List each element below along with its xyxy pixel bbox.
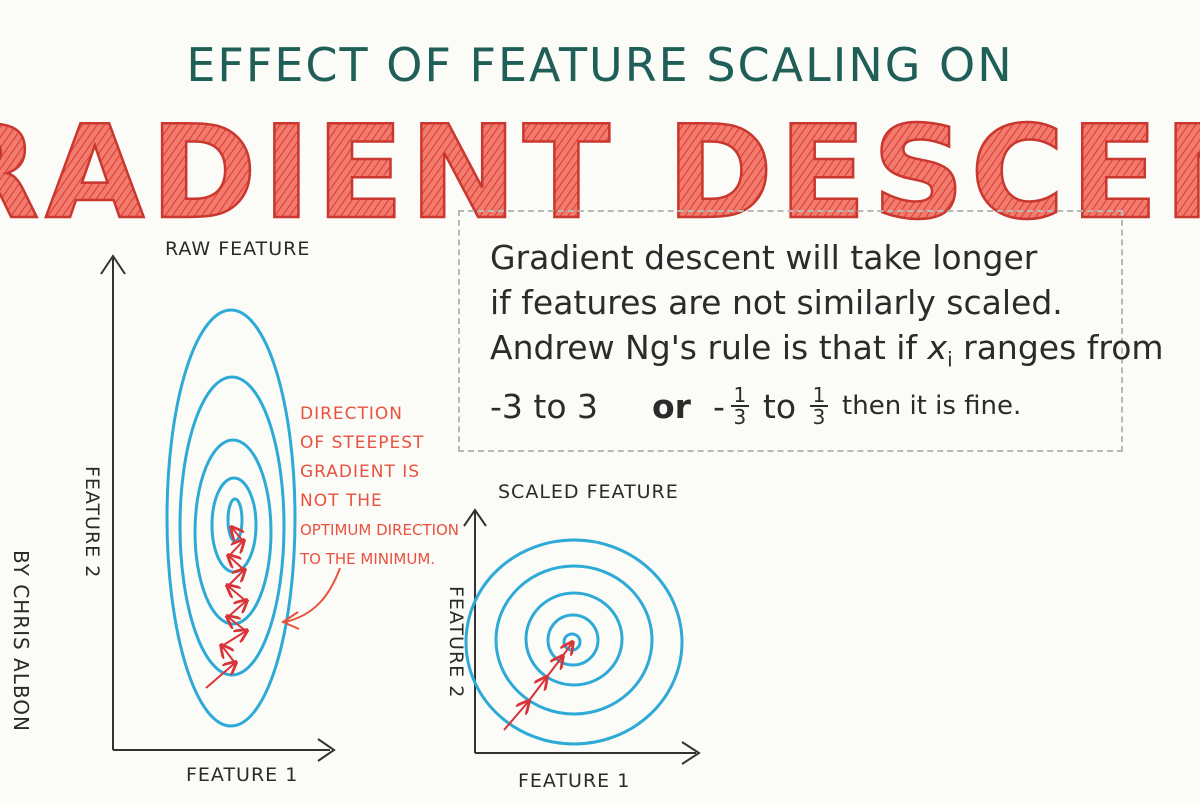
scaled-x-arrowhead: [681, 741, 701, 765]
scaled-y-arrowhead: [463, 508, 487, 527]
raw-contour-3: [193, 438, 273, 626]
note-line-3-b: ranges from: [963, 328, 1164, 367]
raw-annotation-line-4: NOT THE: [300, 491, 383, 511]
scaled-contour-2: [494, 564, 654, 716]
top-title: EFFECT OF FEATURE SCALING ON: [186, 38, 1014, 92]
note-frac-2-num: 1: [812, 383, 826, 407]
main-title-text: GRADIENT DESCENT: [0, 99, 1200, 235]
note-range: -3 to 3: [490, 386, 599, 426]
note-minus: -: [712, 386, 725, 426]
note-frac-2: 1 3: [810, 383, 829, 429]
raw-feature-plot: RAW FEATURE FEATURE 1 FEATURE 2: [81, 238, 341, 786]
raw-contours: [165, 308, 297, 728]
note-end: then it is fine.: [842, 391, 1022, 421]
note-line-1: Gradient descent will take longer: [490, 238, 1038, 277]
note-frac-1-den: 3: [733, 405, 747, 429]
note-frac-1-num: 1: [733, 383, 747, 407]
credit: BY CHRIS ALBON: [9, 550, 33, 732]
scaled-contour-4: [546, 613, 600, 667]
raw-gradient-path: [205, 528, 246, 689]
note-line-2: if features are not similarly scaled.: [490, 283, 1063, 322]
note-or: or: [652, 386, 691, 426]
note-frac-1: 1 3: [730, 383, 749, 429]
raw-annotation-line-2: OF STEEPEST: [300, 433, 425, 453]
main-title: GRADIENT DESCENT: [0, 98, 1200, 235]
scaled-feature-plot: SCALED FEATURE FEATURE 1 FEATURE 2: [445, 481, 701, 792]
raw-x-label: FEATURE 1: [186, 764, 298, 786]
scaled-contour-1: [464, 538, 684, 746]
raw-annotation: DIRECTION OF STEEPEST GRADIENT IS NOT TH…: [300, 400, 459, 574]
note-to: to: [762, 386, 797, 426]
raw-y-arrowhead: [100, 254, 126, 275]
note-line-4: -3 to 3 or - 1 3 to 1 3 then it is fine.: [490, 385, 1021, 427]
raw-y-label: FEATURE 2: [81, 466, 103, 578]
note-box: [458, 210, 1123, 452]
raw-plot-title: RAW FEATURE: [165, 238, 310, 260]
raw-annotation-arrow: [284, 567, 341, 623]
raw-x-arrowhead: [317, 738, 336, 762]
raw-annotation-line-6: TO THE MINIMUM.: [300, 550, 436, 568]
note-var-x: x: [927, 328, 948, 367]
scaled-contour-3: [524, 591, 624, 687]
note-var-sub: i: [947, 347, 953, 372]
scaled-contour-5: [562, 632, 582, 652]
scaled-x-label: FEATURE 1: [518, 770, 630, 792]
scaled-gradient-path: [503, 643, 572, 731]
raw-annotation-line-3: GRADIENT IS: [300, 462, 421, 482]
note-line-3-a: Andrew Ng's rule is that if: [490, 328, 918, 367]
scaled-y-label: FEATURE 2: [445, 586, 467, 698]
raw-contour-1: [165, 308, 297, 728]
note-frac-2-den: 3: [812, 405, 826, 429]
raw-annotation-line-5: OPTIMUM DIRECTION: [300, 521, 460, 539]
scaled-contours: [464, 538, 684, 746]
credit-text: BY CHRIS ALBON: [9, 550, 33, 732]
raw-contour-4: [210, 476, 258, 574]
raw-annotation-arrowhead: [280, 611, 300, 630]
scaled-plot-title: SCALED FEATURE: [498, 481, 679, 503]
raw-annotation-line-1: DIRECTION: [300, 404, 404, 424]
raw-contour-5: [226, 497, 244, 543]
note-line-3: Andrew Ng's rule is that if xi ranges fr…: [490, 328, 1164, 372]
